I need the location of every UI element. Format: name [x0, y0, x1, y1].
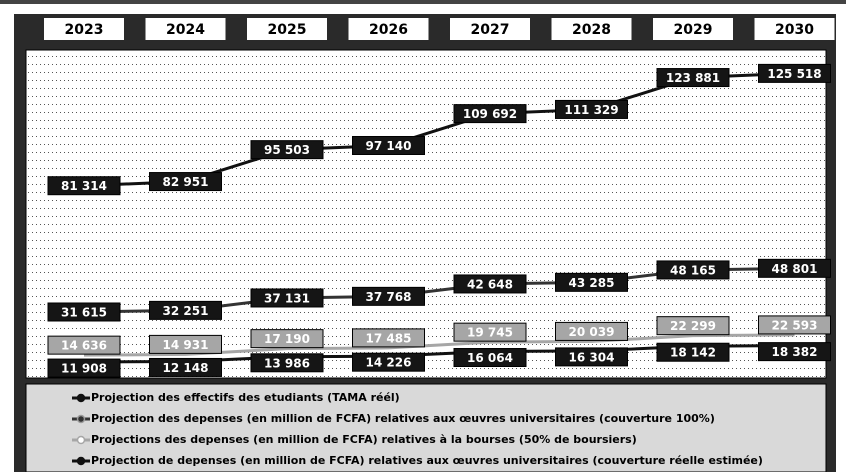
data-label: 14 931 — [163, 338, 209, 352]
year-box — [247, 18, 327, 40]
data-label-box — [149, 357, 222, 377]
data-label: 95 503 — [264, 143, 310, 157]
data-label: 81 314 — [61, 179, 107, 193]
data-label: 17 485 — [366, 331, 412, 345]
data-label: 16 064 — [467, 351, 513, 365]
data-label-box — [555, 321, 628, 341]
x-tick-label: 2029 — [674, 22, 713, 38]
legend — [25, 383, 827, 472]
data-label: 11 908 — [61, 362, 107, 376]
year-box — [348, 18, 429, 40]
data-label-box — [758, 342, 831, 362]
data-label: 37 131 — [264, 291, 310, 305]
data-label-box — [656, 316, 730, 336]
x-tick-label: 2028 — [572, 22, 611, 38]
data-label-box — [250, 353, 324, 373]
data-label-box — [149, 300, 222, 320]
data-label: 12 148 — [163, 361, 209, 375]
x-tick-label: 2030 — [775, 22, 814, 38]
data-label: 17 190 — [264, 332, 310, 346]
data-label: 97 140 — [366, 139, 412, 153]
x-tick-label: 2027 — [471, 22, 510, 38]
data-label: 48 165 — [670, 263, 716, 277]
data-label-box — [453, 322, 527, 342]
legend-label: Projection des depenses (en million de F… — [91, 412, 715, 425]
data-label: 111 329 — [564, 103, 618, 117]
data-label-box — [352, 135, 425, 155]
data-label: 18 142 — [670, 346, 716, 360]
year-box — [551, 18, 632, 40]
data-label: 19 745 — [467, 326, 513, 340]
data-label-box — [47, 335, 121, 355]
data-label-box — [250, 140, 324, 160]
data-label-box — [555, 272, 628, 292]
data-label: 109 692 — [463, 107, 517, 121]
data-label: 31 615 — [61, 305, 107, 319]
data-label: 22 593 — [772, 318, 818, 332]
data-label: 16 304 — [569, 350, 615, 364]
data-label: 37 768 — [366, 290, 412, 304]
legend-marker — [76, 456, 86, 466]
data-label-box — [250, 329, 324, 349]
data-label: 42 648 — [467, 277, 513, 291]
data-label: 18 382 — [772, 345, 818, 359]
data-label: 32 251 — [163, 304, 209, 318]
data-label-box — [47, 358, 121, 378]
data-label-box — [656, 342, 730, 362]
data-label: 125 518 — [767, 67, 821, 81]
year-box — [44, 18, 124, 40]
data-label: 123 881 — [666, 71, 720, 85]
legend-label: Projection de depenses (en million de FC… — [91, 454, 763, 467]
x-tick-label: 2024 — [166, 22, 205, 38]
top-rule — [0, 0, 846, 4]
data-label: 22 299 — [670, 319, 716, 333]
data-label-box — [149, 172, 222, 192]
data-label-box — [453, 104, 527, 124]
data-label-box — [352, 286, 425, 306]
data-label-box — [656, 260, 730, 280]
data-label-box — [758, 258, 831, 278]
data-label-box — [149, 334, 222, 354]
legend-label: Projections des depenses (en million de … — [91, 433, 637, 446]
data-label: 43 285 — [569, 276, 615, 290]
legend-marker — [76, 435, 86, 445]
x-tick-label: 2025 — [268, 22, 307, 38]
data-label-box — [758, 315, 831, 335]
year-box — [145, 18, 226, 40]
data-label: 48 801 — [772, 262, 818, 276]
legend-label: Projection des effectifs des etudiants (… — [91, 391, 400, 404]
data-label-box — [352, 352, 425, 372]
year-box — [754, 18, 835, 40]
data-label-box — [453, 274, 527, 294]
data-label-box — [656, 68, 730, 88]
data-label-box — [453, 348, 527, 368]
data-label-box — [555, 347, 628, 367]
x-tick-label: 2026 — [369, 22, 408, 38]
data-label: 20 039 — [569, 325, 615, 339]
x-tick-label: 2023 — [65, 22, 104, 38]
data-label-box — [555, 99, 628, 119]
data-label: 82 951 — [163, 175, 209, 189]
data-label-box — [47, 176, 121, 196]
data-label-box — [250, 288, 324, 308]
data-label: 13 986 — [264, 356, 310, 370]
legend-marker — [76, 414, 86, 424]
data-label: 14 226 — [366, 356, 412, 370]
data-label: 14 636 — [61, 339, 107, 353]
legend-marker — [76, 393, 86, 403]
year-box — [450, 18, 530, 40]
data-label-box — [47, 302, 121, 322]
data-label-box — [352, 328, 425, 348]
data-label-box — [758, 63, 831, 83]
year-box — [653, 18, 733, 40]
